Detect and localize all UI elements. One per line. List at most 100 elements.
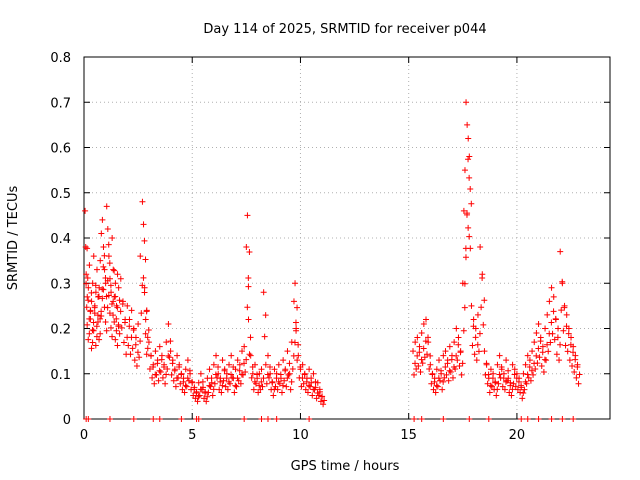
data-point xyxy=(420,320,427,327)
data-point xyxy=(264,416,271,422)
data-point xyxy=(130,325,137,332)
data-point xyxy=(145,339,152,346)
data-point xyxy=(168,371,175,378)
data-point xyxy=(479,271,486,278)
x-tick-label: 10 xyxy=(292,428,309,443)
data-point xyxy=(321,397,328,404)
data-point xyxy=(111,267,118,274)
data-point xyxy=(131,357,138,364)
data-point xyxy=(165,352,172,359)
data-point xyxy=(103,203,110,210)
data-point xyxy=(118,324,125,331)
data-point xyxy=(252,361,259,368)
data-point xyxy=(502,378,509,385)
data-point xyxy=(464,210,471,217)
data-point xyxy=(461,167,468,174)
data-point xyxy=(518,384,525,391)
data-point xyxy=(104,304,111,311)
data-point xyxy=(481,297,488,304)
data-point xyxy=(473,357,480,364)
data-point xyxy=(90,327,97,334)
data-point xyxy=(259,383,266,390)
data-point xyxy=(433,382,440,389)
data-point xyxy=(241,343,248,350)
data-point xyxy=(444,357,451,364)
data-point xyxy=(114,342,121,349)
data-point xyxy=(551,336,558,343)
data-point xyxy=(416,343,423,350)
data-point xyxy=(572,352,579,359)
data-point xyxy=(308,379,315,386)
data-point xyxy=(294,304,301,311)
data-point xyxy=(258,378,265,385)
data-point xyxy=(546,298,553,305)
data-point xyxy=(127,351,134,358)
data-point xyxy=(286,370,293,377)
data-point xyxy=(470,316,477,323)
data-point xyxy=(256,370,263,377)
data-point xyxy=(117,275,124,282)
data-point xyxy=(99,216,106,223)
data-point xyxy=(440,352,447,359)
data-point xyxy=(205,389,212,396)
data-point xyxy=(475,348,482,355)
data-point xyxy=(106,416,113,422)
data-point xyxy=(82,207,89,214)
data-point xyxy=(88,289,95,296)
data-point xyxy=(162,380,169,387)
data-point xyxy=(92,289,99,296)
data-point xyxy=(480,321,487,328)
data-point xyxy=(184,357,191,364)
data-point xyxy=(509,386,516,393)
data-point xyxy=(103,327,110,334)
data-point xyxy=(536,354,543,361)
data-point xyxy=(550,308,557,315)
data-point xyxy=(244,212,251,219)
data-point xyxy=(485,416,492,422)
data-point xyxy=(467,245,474,252)
data-point xyxy=(290,298,297,305)
data-point xyxy=(416,349,423,356)
data-point xyxy=(295,341,302,348)
data-point xyxy=(292,319,299,326)
data-point xyxy=(182,366,189,373)
data-point xyxy=(89,280,96,287)
data-point xyxy=(113,327,120,334)
data-point xyxy=(439,386,446,393)
data-point xyxy=(210,386,217,393)
data-point xyxy=(174,352,181,359)
data-point xyxy=(159,374,166,381)
data-point xyxy=(245,316,252,323)
data-point xyxy=(550,293,557,300)
data-point xyxy=(520,390,527,397)
data-point xyxy=(427,352,434,359)
data-point xyxy=(462,254,469,261)
data-point xyxy=(452,365,459,372)
data-point xyxy=(126,323,133,330)
data-point xyxy=(177,380,184,387)
data-point xyxy=(435,357,442,364)
data-point xyxy=(143,307,150,314)
data-point xyxy=(254,375,261,382)
data-point xyxy=(524,352,531,359)
y-tick-label: 0.5 xyxy=(50,187,71,202)
data-point xyxy=(228,352,235,359)
y-tick-label: 0.4 xyxy=(50,232,71,247)
data-point xyxy=(466,416,473,422)
data-point xyxy=(100,263,107,270)
data-point xyxy=(267,370,274,377)
data-point xyxy=(533,330,540,337)
data-point xyxy=(221,366,228,373)
data-point xyxy=(540,368,547,375)
data-point xyxy=(428,380,435,387)
data-point xyxy=(203,398,210,405)
data-point xyxy=(265,374,272,381)
data-point xyxy=(544,311,551,318)
data-point xyxy=(414,334,421,341)
data-point xyxy=(483,361,490,368)
data-point xyxy=(108,289,115,296)
data-point xyxy=(412,360,419,367)
data-point xyxy=(176,361,183,368)
data-point xyxy=(423,316,430,323)
data-point xyxy=(84,321,91,328)
